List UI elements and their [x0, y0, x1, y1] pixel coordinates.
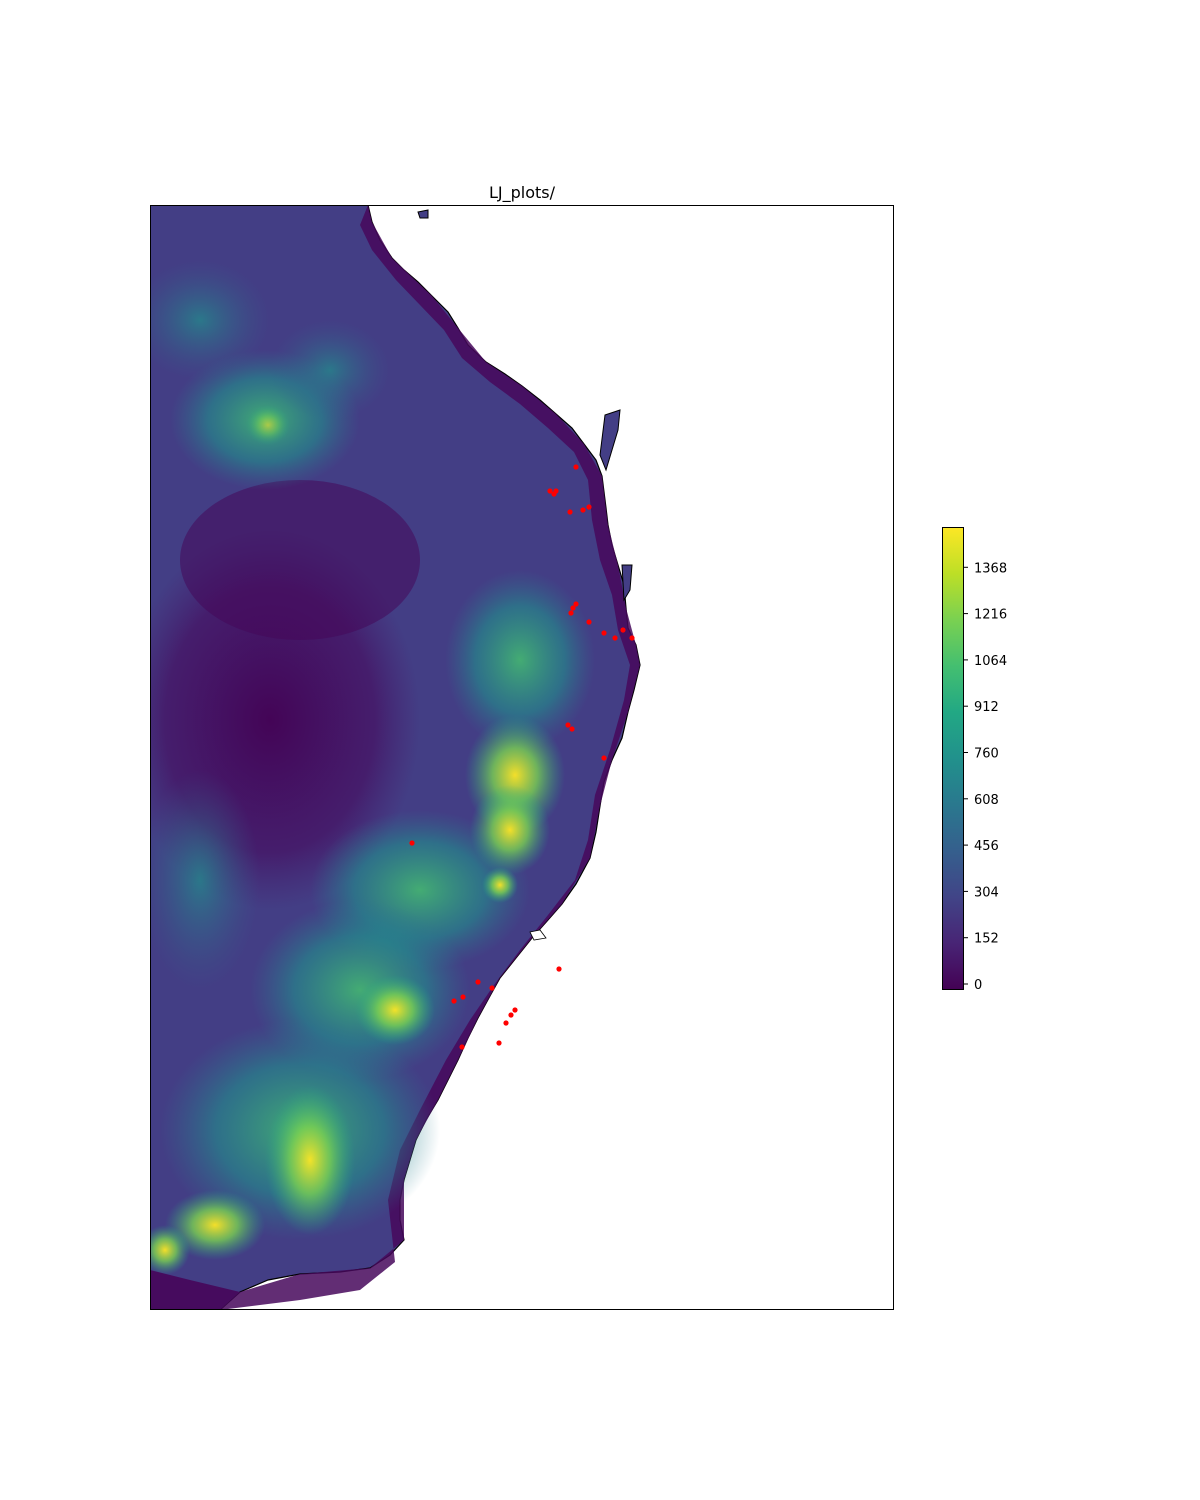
colorbar-border [942, 527, 964, 990]
observation-markers [409, 464, 635, 1050]
colorbar-tick-label: 760 [974, 747, 999, 762]
observation-marker [512, 1007, 518, 1013]
observation-marker [409, 840, 415, 846]
colorbar-tick-label: 152 [974, 932, 999, 947]
southern-tableland-peak [355, 975, 435, 1045]
observation-marker [556, 966, 562, 972]
colorbar-tick-label: 1064 [974, 654, 1007, 669]
observation-marker [569, 726, 575, 732]
observation-marker [475, 979, 481, 985]
colorbar-tick-label: 912 [974, 700, 999, 715]
inland-basin-north [180, 480, 420, 640]
range-central [445, 570, 595, 750]
colorbar-tick-label: 456 [974, 839, 999, 854]
observation-marker [503, 1020, 509, 1026]
colorbar-tick-label: 0 [974, 978, 982, 993]
observation-marker [629, 635, 635, 641]
observation-marker [496, 1040, 502, 1046]
observation-marker [451, 998, 457, 1004]
upland-north [270, 320, 390, 420]
observation-marker [573, 601, 579, 607]
island-small [417, 209, 429, 219]
observation-marker [508, 1012, 514, 1018]
victorian-alps [165, 1190, 265, 1260]
colorbar-tick-label: 1216 [974, 608, 1007, 623]
observation-marker [567, 509, 573, 515]
observation-marker [586, 504, 592, 510]
high-plateau [470, 785, 550, 875]
observation-marker [459, 1044, 465, 1050]
colorbar-tick-label: 304 [974, 885, 999, 900]
observation-marker [620, 627, 626, 633]
island-central [621, 564, 633, 602]
snowy-mountains [265, 1085, 355, 1235]
alpine-peak-west [150, 1225, 190, 1275]
observation-marker [601, 630, 607, 636]
southern-lowland [150, 1270, 240, 1310]
observation-marker [568, 610, 574, 616]
high-peak [482, 867, 518, 903]
observation-marker [601, 755, 607, 761]
observation-marker [612, 635, 618, 641]
colorbar-tick-label: 608 [974, 793, 999, 808]
elevation-raster [150, 205, 641, 1310]
colorbar: 0 152 304 456 608 760 912 1064 1216 1368 [942, 527, 1007, 993]
colorbar-gradient [942, 527, 964, 990]
observation-marker [586, 619, 592, 625]
observation-marker [580, 507, 586, 513]
colorbar-ticks: 0 152 304 456 608 760 912 1064 1216 1368 [964, 561, 1007, 993]
observation-marker [547, 488, 553, 494]
upland-northwest [150, 260, 270, 380]
observation-marker [489, 985, 495, 991]
northern-peak [246, 405, 290, 445]
axes-border [150, 205, 894, 1310]
colorbar-tick-label: 1368 [974, 561, 1007, 576]
upland-west [150, 770, 260, 990]
observation-marker [570, 605, 576, 611]
coastal-lake [529, 929, 547, 941]
island-north [599, 409, 621, 472]
observation-marker [573, 464, 579, 470]
map-title: LJ_plots/ [488, 183, 556, 202]
observation-marker [460, 994, 466, 1000]
observation-marker [565, 722, 571, 728]
observation-marker [553, 488, 559, 494]
